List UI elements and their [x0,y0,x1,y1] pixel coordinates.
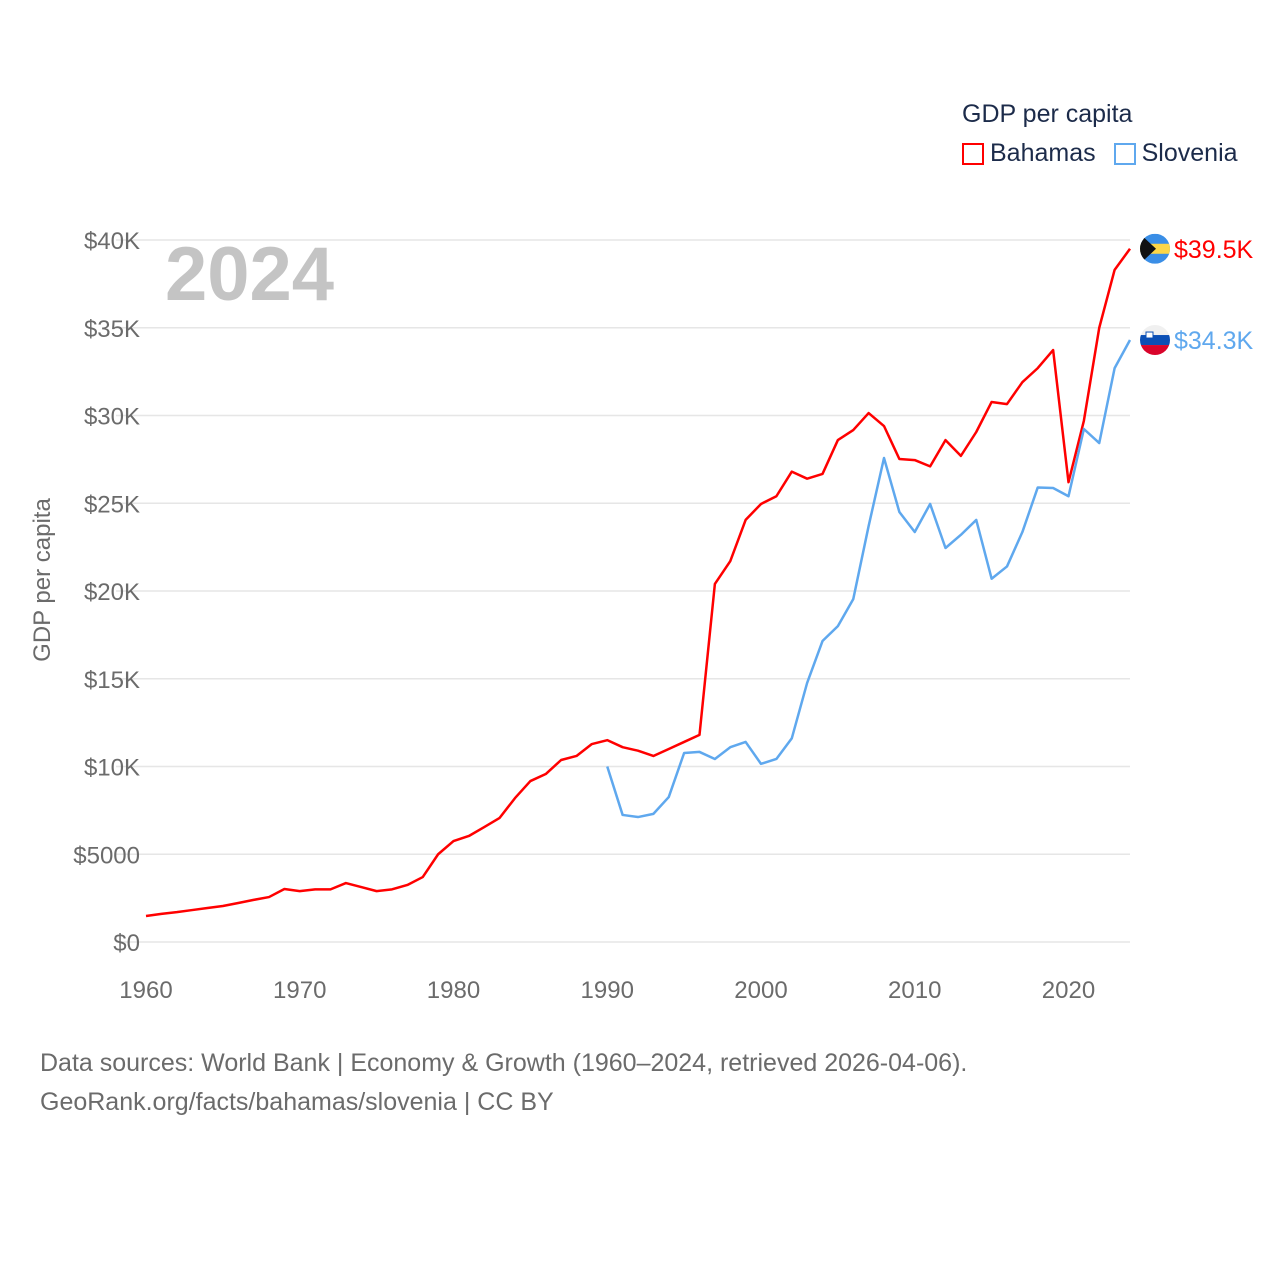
y-tick-label: $20K [84,579,140,606]
series-lines [145,248,1132,918]
y-tick-label: $40K [84,228,140,255]
legend: GDP per capita Bahamas Slovenia [962,100,1238,168]
y-tick-label: $30K [84,404,140,431]
slovenia-flag-icon [1140,325,1170,356]
legend-title: GDP per capita [962,100,1133,128]
series-line-bahamas [145,248,1132,918]
y-tick-label: $35K [84,316,140,343]
legend-label: Bahamas [990,139,1096,167]
y-tick-label: $25K [84,491,140,518]
legend-item-bahamas[interactable]: Bahamas [962,139,1096,168]
legend-item-slovenia[interactable]: Slovenia [1113,139,1238,168]
y-tick-label: $10K [84,755,140,782]
y-tick-label: $5000 [73,842,140,869]
gridlines [116,239,1130,943]
x-tick-label: 1990 [581,977,634,1004]
x-tick-label: 1980 [427,977,480,1004]
end-value-label: $34.3K [1174,327,1254,355]
data-sources: Data sources: World Bank | Economy & Gro… [40,1049,968,1077]
x-tick-label: 2020 [1042,977,1095,1004]
x-tick-label: 1960 [119,977,172,1004]
legend-swatch [962,142,984,165]
legend-label: Slovenia [1141,139,1238,167]
x-tick-label: 1970 [273,977,326,1004]
bahamas-flag-icon [1140,233,1170,264]
x-tick-label: 2000 [734,977,787,1004]
legend-swatch [1113,142,1136,165]
year-label: 2024 [165,232,334,317]
y-axis-ticks: $0 $5000 $10K $15K $20K $25K $30K $35K $40K [73,228,140,957]
y-tick-label: $15K [84,667,140,694]
end-value-label: $39.5K [1174,236,1254,264]
x-axis-ticks: 1960 1970 1980 1990 2000 2010 2020 [119,977,1095,1004]
y-tick-label: $0 [113,930,140,957]
footer: Data sources: World Bank | Economy & Gro… [40,1044,967,1122]
series-line-slovenia [606,339,1132,819]
y-axis-label: GDP per capita [29,498,56,662]
source-link[interactable]: GeoRank.org/facts/bahamas/slovenia | CC … [40,1088,554,1116]
x-tick-label: 2010 [888,977,941,1004]
end-labels: $39.5K $34.3K [1140,233,1254,356]
